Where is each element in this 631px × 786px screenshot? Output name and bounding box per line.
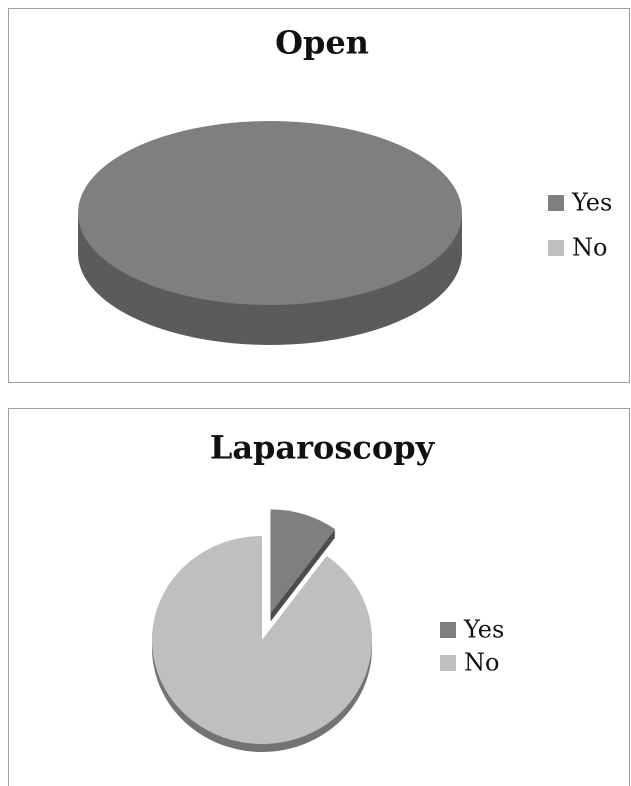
legend-swatch xyxy=(548,240,564,256)
legend-swatch xyxy=(440,655,456,671)
chart-title: Laparoscopy xyxy=(210,429,436,467)
legend-swatch xyxy=(440,622,456,638)
slice xyxy=(270,509,336,614)
legend-label: No xyxy=(572,234,607,262)
chart-title: Open xyxy=(275,24,369,62)
slice xyxy=(151,536,372,744)
legend-swatch xyxy=(548,195,564,211)
legend-label: Yes xyxy=(463,616,504,644)
legend-label: Yes xyxy=(571,189,612,217)
legend-label: No xyxy=(464,649,499,677)
slice xyxy=(78,121,462,305)
